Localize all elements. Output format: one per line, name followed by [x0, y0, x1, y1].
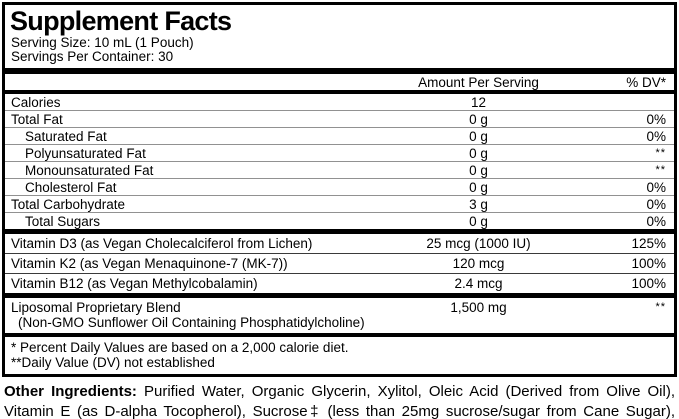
divider-thick-footnotes	[5, 333, 674, 337]
nutrient-row-calories: Calories 12	[5, 94, 674, 110]
panel-title: Supplement Facts	[10, 6, 232, 36]
footnote-daily-values: * Percent Daily Values are based on a 2,…	[11, 340, 349, 355]
nutrient-amount: 0 g	[469, 162, 488, 178]
footnotes: * Percent Daily Values are based on a 2,…	[5, 337, 674, 372]
nutrient-name: Total Carbohydrate	[11, 196, 126, 212]
blend-dv: **	[655, 301, 666, 313]
other-ingredients-lead-in: Other Ingredients:	[4, 383, 137, 400]
nutrient-name: Cholesterol Fat	[25, 179, 117, 195]
nutrient-amount: 0 g	[469, 213, 488, 229]
blend-name: Liposomal Proprietary Blend	[11, 299, 181, 315]
nutrient-name: Monounsaturated Fat	[25, 162, 154, 178]
nutrient-dv: 0%	[646, 179, 666, 195]
nutrient-row-polyunsaturated-fat: Polyunsaturated Fat 0 g **	[5, 144, 674, 161]
column-header-dv: % DV*	[626, 74, 666, 90]
vitamin-amount: 2.4 mcg	[454, 276, 503, 291]
vitamin-dv: 125%	[631, 236, 666, 251]
nutrient-row-monounsaturated-fat: Monounsaturated Fat 0 g **	[5, 161, 674, 178]
nutrient-dv: 0%	[646, 111, 666, 127]
nutrient-dv: 0%	[646, 196, 666, 212]
blend-section: Liposomal Proprietary Blend 1,500 mg ** …	[5, 298, 674, 333]
nutrients-section: Calories 12 Total Fat 0 g 0% Saturated F…	[5, 94, 674, 229]
vitamin-name: Vitamin K2 (as Vegan Menaquinone-7 (MK-7…	[11, 256, 288, 271]
nutrient-name: Total Fat	[11, 111, 63, 127]
nutrient-amount: 0 g	[469, 128, 488, 144]
supplement-facts-panel: Supplement Facts Serving Size: 10 mL (1 …	[2, 2, 677, 377]
blend-amount: 1,500 mg	[450, 299, 507, 315]
serving-size: Serving Size: 10 mL (1 Pouch)	[11, 35, 194, 50]
nutrient-row-cholesterol-fat: Cholesterol Fat 0 g 0%	[5, 178, 674, 195]
nutrient-row-saturated-fat: Saturated Fat 0 g 0%	[5, 127, 674, 144]
divider-thick-top	[5, 68, 674, 74]
vitamin-dv: 100%	[631, 276, 666, 291]
divider-thick-vitamins	[5, 229, 674, 234]
divider-thick-header	[5, 90, 674, 94]
nutrient-dv: 0%	[646, 213, 666, 229]
vitamin-name: Vitamin D3 (as Vegan Cholecalciferol fro…	[11, 236, 313, 251]
nutrient-name: Calories	[11, 94, 61, 110]
vitamin-dv: 100%	[631, 256, 666, 271]
vitamin-amount: 25 mcg (1000 IU)	[426, 236, 531, 251]
nutrient-name: Polyunsaturated Fat	[25, 145, 146, 161]
vitamins-section: Vitamin D3 (as Vegan Cholecalciferol fro…	[5, 234, 674, 293]
divider-thick-blend	[5, 293, 674, 298]
footnote-dv-not-established: **Daily Value (DV) not established	[11, 355, 215, 370]
nutrient-amount: 0 g	[469, 179, 488, 195]
nutrient-row-total-carbohydrate: Total Carbohydrate 3 g 0%	[5, 195, 674, 212]
nutrient-amount: 0 g	[469, 111, 488, 127]
nutrient-dv: **	[655, 147, 666, 159]
blend-row: Liposomal Proprietary Blend 1,500 mg **	[5, 299, 674, 315]
nutrient-row-total-fat: Total Fat 0 g 0%	[5, 110, 674, 127]
nutrient-amount: 0 g	[469, 145, 488, 161]
vitamin-row-k2: Vitamin K2 (as Vegan Menaquinone-7 (MK-7…	[5, 253, 674, 273]
servings-per-container: Servings Per Container: 30	[11, 49, 174, 64]
nutrient-name: Total Sugars	[25, 213, 101, 229]
nutrient-name: Saturated Fat	[25, 128, 107, 144]
blend-detail: (Non-GMO Sunflower Oil Containing Phosph…	[18, 315, 365, 330]
nutrient-amount: 3 g	[469, 196, 488, 212]
nutrient-row-total-sugars: Total Sugars 0 g 0%	[5, 212, 674, 229]
vitamin-row-d3: Vitamin D3 (as Vegan Cholecalciferol fro…	[5, 234, 674, 253]
vitamin-amount: 120 mcg	[452, 256, 505, 271]
nutrient-dv: 0%	[646, 128, 666, 144]
vitamin-name: Vitamin B12 (as Vegan Methylcobalamin)	[11, 276, 258, 291]
column-header-amount: Amount Per Serving	[418, 74, 539, 90]
column-header-row: Amount Per Serving % DV*	[5, 74, 674, 90]
vitamin-row-b12: Vitamin B12 (as Vegan Methylcobalamin) 2…	[5, 273, 674, 293]
nutrient-amount: 12	[470, 94, 487, 110]
other-ingredients: Other Ingredients: Purified Water, Organ…	[4, 382, 675, 419]
other-ingredients-text: Purified Water, Organic Glycerin, Xylito…	[4, 383, 676, 419]
nutrient-dv: **	[655, 164, 666, 176]
